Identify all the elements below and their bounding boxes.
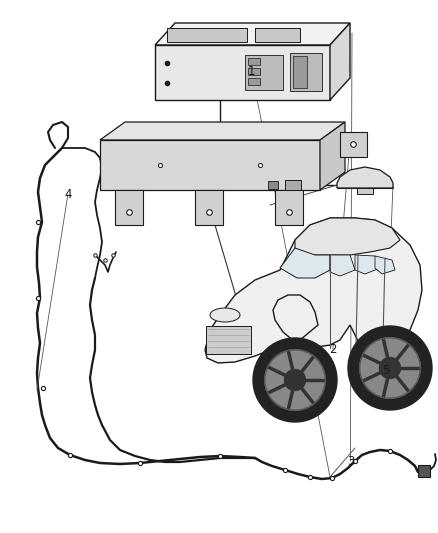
Bar bbox=[268, 181, 278, 189]
Bar bbox=[285, 180, 301, 190]
Polygon shape bbox=[195, 190, 223, 225]
Polygon shape bbox=[155, 23, 350, 45]
Bar bbox=[167, 28, 247, 42]
Polygon shape bbox=[275, 190, 303, 225]
Bar bbox=[206, 326, 251, 354]
Circle shape bbox=[285, 369, 305, 391]
Polygon shape bbox=[205, 218, 422, 363]
Polygon shape bbox=[375, 256, 395, 274]
Polygon shape bbox=[355, 255, 380, 274]
Bar bbox=[248, 78, 260, 85]
Text: 3: 3 bbox=[347, 455, 354, 467]
Text: 2: 2 bbox=[329, 343, 337, 356]
Polygon shape bbox=[330, 23, 350, 100]
Polygon shape bbox=[280, 248, 330, 278]
Bar bbox=[418, 465, 430, 477]
Bar bbox=[293, 56, 307, 88]
Circle shape bbox=[348, 326, 432, 410]
Polygon shape bbox=[340, 132, 367, 157]
Polygon shape bbox=[330, 255, 355, 276]
Polygon shape bbox=[115, 190, 143, 225]
Ellipse shape bbox=[210, 308, 240, 322]
Bar bbox=[290, 53, 322, 91]
Circle shape bbox=[360, 338, 420, 398]
Text: 1: 1 bbox=[248, 66, 256, 78]
Circle shape bbox=[253, 338, 337, 422]
Text: 4: 4 bbox=[64, 188, 72, 201]
Bar bbox=[357, 188, 373, 194]
Bar bbox=[248, 68, 260, 75]
Polygon shape bbox=[320, 122, 345, 190]
Bar bbox=[245, 55, 283, 90]
Polygon shape bbox=[295, 218, 400, 255]
Polygon shape bbox=[100, 140, 320, 190]
Polygon shape bbox=[155, 45, 330, 100]
Circle shape bbox=[379, 358, 400, 378]
Polygon shape bbox=[100, 122, 345, 140]
Polygon shape bbox=[337, 167, 393, 188]
Bar bbox=[248, 58, 260, 65]
Text: 5: 5 bbox=[382, 364, 389, 377]
Circle shape bbox=[265, 350, 325, 410]
Bar bbox=[255, 28, 300, 42]
